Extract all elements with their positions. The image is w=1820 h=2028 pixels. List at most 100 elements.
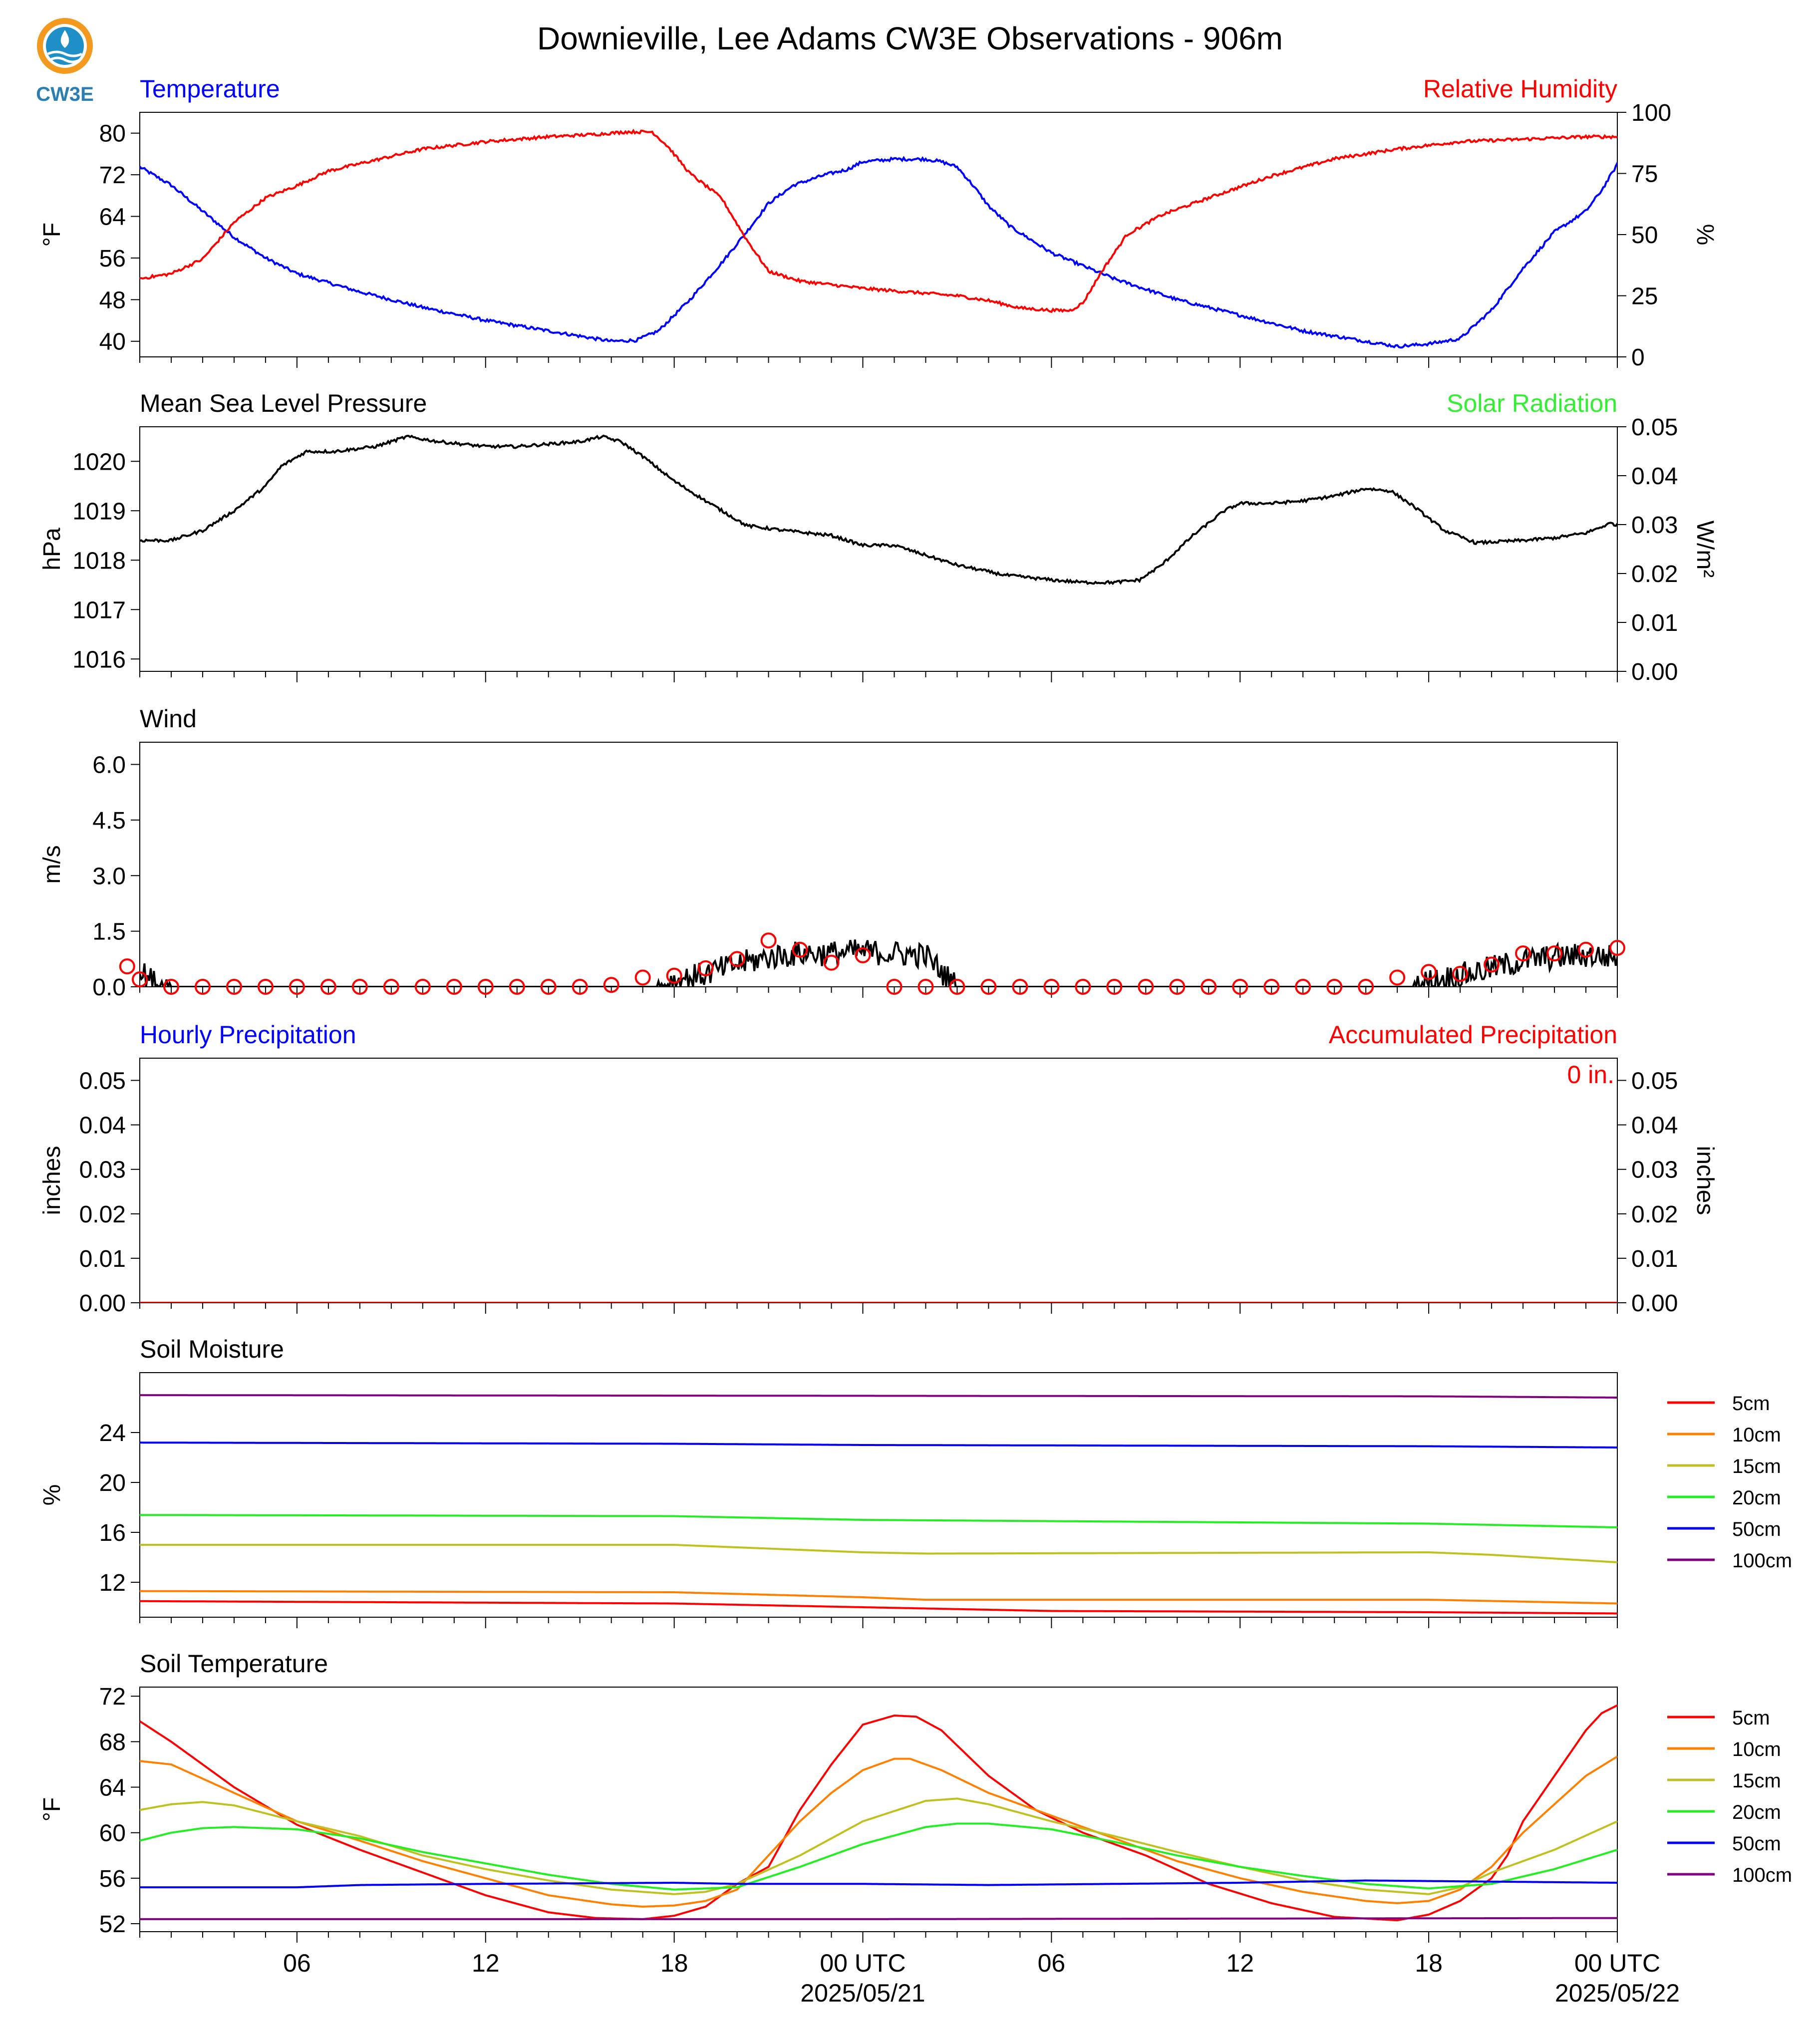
y-tick-label: 1018	[72, 548, 126, 574]
wind-gust-marker	[477, 979, 494, 995]
legend-label: 20cm	[1732, 1801, 1781, 1823]
y-tick-label-right: 0.05	[1631, 414, 1678, 441]
y-axis-label: °F	[39, 1797, 65, 1822]
wind-gust-marker	[1295, 979, 1311, 995]
wind-gust-marker	[1358, 979, 1374, 995]
legend-label: 15cm	[1732, 1770, 1781, 1792]
y-tick-label-right: 0.03	[1631, 512, 1678, 539]
wind-gust-marker	[194, 979, 211, 995]
x-tick-label: 18	[1415, 1949, 1443, 1977]
wind-gust-marker	[980, 979, 997, 995]
wind-gust-marker	[1043, 979, 1060, 995]
series-line-cff0000	[140, 128, 1617, 313]
y-tick-label-right: 75	[1631, 161, 1658, 188]
wind-gust-marker	[1106, 979, 1123, 995]
series-line-100cm	[140, 1394, 1617, 1399]
panel-temperature: Temperature Relative Humidity 40 48 56 64 72 80…	[39, 75, 1718, 371]
cw3e-logo-icon: CW3E	[36, 18, 94, 105]
y-tick-label: 0.04	[79, 1113, 126, 1139]
x-date-label: 2025/05/21	[800, 1979, 925, 2007]
series-line-10cm	[140, 1590, 1617, 1605]
y-axis-label: °F	[39, 223, 65, 247]
y-tick-label-right: 0	[1631, 344, 1645, 371]
wind-gust-marker	[917, 979, 934, 995]
legend-label: 15cm	[1732, 1455, 1781, 1477]
y-axis-label-right: %	[1692, 224, 1718, 246]
y-tick-label-right: 0.00	[1631, 659, 1678, 685]
wind-gust-marker	[132, 971, 148, 988]
panel-title-left: Soil Temperature	[140, 1650, 328, 1678]
y-axis-label: %	[39, 1484, 65, 1506]
y-tick-label-right: 0.01	[1631, 610, 1678, 636]
series-line-15cm	[140, 1544, 1617, 1563]
y-tick-label: 60	[99, 1820, 126, 1847]
y-axis-label: inches	[39, 1146, 65, 1215]
y-tick-label-right: 0.02	[1631, 1201, 1678, 1228]
wind-gust-marker	[1075, 979, 1091, 995]
y-tick-label: 1.5	[92, 919, 126, 945]
y-tick-label: 80	[99, 121, 126, 147]
y-tick-label: 40	[99, 329, 126, 355]
series-line-20cm	[140, 1822, 1617, 1891]
y-tick-label: 64	[99, 1775, 126, 1801]
wind-gust-marker	[1515, 945, 1531, 962]
panel-title-left: Wind	[140, 705, 197, 733]
wind-gust-marker	[1389, 969, 1406, 986]
legend-label: 50cm	[1732, 1518, 1781, 1540]
wind-gust-marker	[1326, 979, 1343, 995]
series-line-50cm	[140, 1442, 1617, 1449]
legend-label: 10cm	[1732, 1424, 1781, 1446]
y-tick-label-right: 0.00	[1631, 1290, 1678, 1317]
wind-gust-marker	[1232, 979, 1248, 995]
y-tick-label-right: 0.04	[1631, 463, 1678, 490]
wind-gust-marker	[886, 979, 903, 995]
wind-gust-marker	[1201, 979, 1217, 995]
legend-label: 10cm	[1732, 1738, 1781, 1760]
x-date-label: 2025/05/22	[1555, 1979, 1680, 2007]
y-tick-label: 0.0	[92, 974, 126, 1001]
y-tick-label: 56	[99, 246, 126, 272]
y-tick-label: 64	[99, 204, 126, 231]
wind-gust-marker	[792, 941, 808, 958]
panel-title-right: Accumulated Precipitation	[1329, 1021, 1617, 1049]
series-line-5cm	[140, 1600, 1617, 1615]
y-tick-label: 52	[99, 1911, 126, 1938]
wind-gust-marker	[697, 960, 714, 976]
series-line-100cm	[140, 1917, 1617, 1920]
series-line-c000000	[140, 434, 1617, 585]
x-tick-label: 12	[472, 1949, 500, 1977]
wind-gust-marker	[383, 979, 399, 995]
logo-text: CW3E	[36, 83, 94, 105]
y-tick-label-right: 0.05	[1631, 1068, 1678, 1095]
panel-title-right: Relative Humidity	[1423, 75, 1617, 103]
legend-label: 5cm	[1732, 1707, 1770, 1729]
y-tick-label: 20	[99, 1470, 126, 1496]
wind-gust-marker	[320, 979, 336, 995]
wind-gust-marker	[729, 951, 745, 967]
legend-label: 50cm	[1732, 1833, 1781, 1855]
y-tick-label: 0.02	[79, 1201, 126, 1228]
wind-gust-marker	[572, 979, 588, 995]
x-tick-label: 06	[1038, 1949, 1066, 1977]
wind-gust-marker	[1263, 979, 1280, 995]
wind-gust-marker	[257, 979, 274, 995]
x-tick-label: 18	[660, 1949, 688, 1977]
wind-gust-marker	[949, 979, 965, 995]
chart-title: Downieville, Lee Adams CW3E Observations…	[537, 20, 1283, 56]
y-tick-label: 1017	[72, 597, 126, 623]
plot-frame	[139, 1687, 1618, 1932]
y-tick-label: 1020	[72, 449, 126, 475]
y-axis-label-right: inches	[1692, 1146, 1718, 1215]
series-line-10cm	[140, 1755, 1617, 1908]
y-tick-label: 48	[99, 287, 126, 313]
panel-pressure: Mean Sea Level Pressure Solar Radiation 10…	[39, 389, 1718, 685]
plot-frame	[139, 1372, 1618, 1618]
wind-gust-marker	[351, 979, 368, 995]
wind-gust-marker	[1484, 956, 1500, 973]
legend-label: 100cm	[1732, 1864, 1792, 1886]
y-tick-label: 72	[99, 162, 126, 189]
panel-soil-temperature: Soil Temperature 52 56 60 64 68 72 °F 5cm 10cm 15c…	[39, 1650, 1792, 1943]
panel-title-right: Solar Radiation	[1447, 389, 1617, 417]
wind-gust-marker	[1546, 945, 1563, 962]
